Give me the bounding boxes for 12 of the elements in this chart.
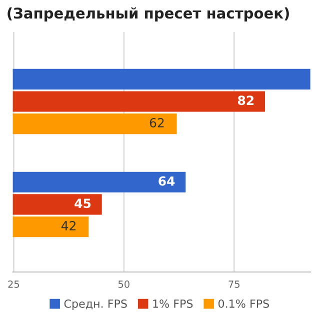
legend-label: 0.1% FPS [218, 299, 269, 308]
data-label: 42 [61, 220, 76, 230]
chart-title: (Запредельный пресет настроек) [8, 7, 289, 22]
x-tick-label: 75 [228, 280, 240, 288]
x-tick-label: 25 [8, 280, 20, 288]
legend-label: Средн. FPS [64, 299, 127, 310]
legend-label: 1% FPS [153, 299, 193, 308]
data-label: 82 [238, 96, 254, 106]
data-label: 45 [74, 198, 91, 208]
data-label: 64 [158, 176, 175, 186]
data-label: 62 [150, 118, 164, 128]
x-tick-label: 50 [118, 280, 130, 288]
